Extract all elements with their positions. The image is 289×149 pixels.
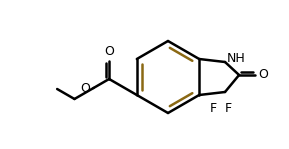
Text: O: O bbox=[258, 69, 268, 82]
Text: NH: NH bbox=[227, 52, 246, 65]
Text: O: O bbox=[104, 45, 114, 58]
Text: F: F bbox=[210, 102, 216, 115]
Text: O: O bbox=[81, 82, 90, 94]
Text: F: F bbox=[225, 102, 231, 115]
